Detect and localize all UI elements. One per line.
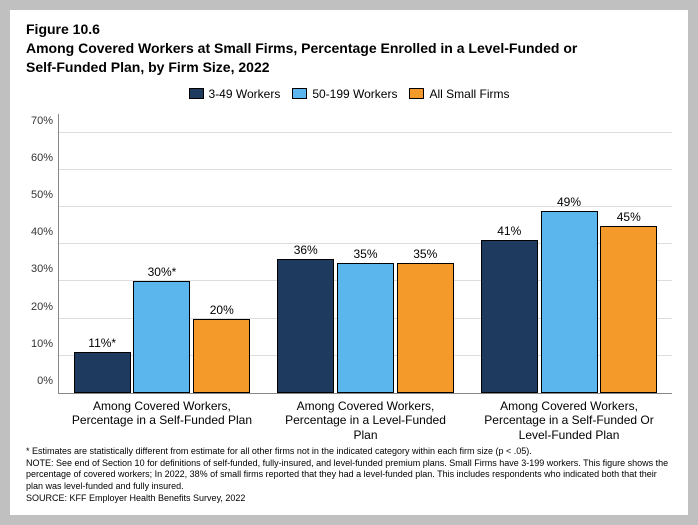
- footnote-line: * Estimates are statistically different …: [26, 446, 676, 457]
- bar-value-label: 35%: [413, 247, 437, 264]
- bar-group: 11%*30%*20%: [70, 114, 254, 393]
- bar-value-label: 41%: [497, 224, 521, 241]
- bar: 11%*: [74, 352, 131, 393]
- footnote-line: NOTE: See end of Section 10 for definiti…: [26, 458, 676, 492]
- y-tick-label: 70%: [31, 115, 59, 127]
- figure-card: Figure 10.6 Among Covered Workers at Sma…: [10, 10, 688, 515]
- legend-label: 50-199 Workers: [312, 87, 397, 101]
- bar: 35%: [337, 263, 394, 393]
- legend-item: All Small Firms: [409, 87, 509, 101]
- legend-swatch: [189, 88, 204, 99]
- title-block: Figure 10.6 Among Covered Workers at Sma…: [26, 20, 666, 77]
- x-category-label: Among Covered Workers,Percentage in a Le…: [274, 393, 458, 442]
- bar-value-label: 11%*: [88, 336, 116, 353]
- bar-value-label: 20%: [210, 303, 234, 320]
- figure-title-line-2: Self-Funded Plan, by Firm Size, 2022: [26, 58, 666, 77]
- bar-group: 36%35%35%: [274, 114, 458, 393]
- y-tick-label: 10%: [31, 338, 59, 350]
- y-tick-label: 50%: [31, 189, 59, 201]
- bar: 35%: [397, 263, 454, 393]
- y-tick-label: 30%: [31, 263, 59, 275]
- bar: 36%: [277, 259, 334, 393]
- legend-label: All Small Firms: [429, 87, 509, 101]
- bar: 45%: [600, 226, 657, 393]
- bar-value-label: 30%*: [148, 265, 177, 282]
- footnotes: * Estimates are statistically different …: [26, 446, 676, 505]
- legend-item: 3-49 Workers: [189, 87, 281, 101]
- bar: 20%: [193, 319, 250, 393]
- figure-title-line-1: Among Covered Workers at Small Firms, Pe…: [26, 39, 666, 58]
- legend: 3-49 Workers 50-199 Workers All Small Firm…: [10, 86, 688, 104]
- y-tick-label: 40%: [31, 226, 59, 238]
- x-category-label: Among Covered Workers,Percentage in a Se…: [70, 393, 254, 428]
- legend-item: 50-199 Workers: [292, 87, 397, 101]
- plot-area: 0%10%20%30%40%50%60%70%11%*30%*20%Among …: [58, 114, 672, 394]
- figure-number: Figure 10.6: [26, 20, 666, 39]
- bar-value-label: 36%: [294, 243, 318, 260]
- legend-swatch: [292, 88, 307, 99]
- bar: 49%: [541, 211, 598, 393]
- legend-swatch: [409, 88, 424, 99]
- y-tick-label: 60%: [31, 152, 59, 164]
- bar-value-label: 35%: [353, 247, 377, 264]
- footnote-line: SOURCE: KFF Employer Health Benefits Sur…: [26, 493, 676, 504]
- bar: 41%: [481, 240, 538, 393]
- y-tick-label: 0%: [37, 375, 59, 387]
- bar: 30%*: [133, 281, 190, 393]
- bar-value-label: 49%: [557, 195, 581, 212]
- legend-label: 3-49 Workers: [209, 87, 281, 101]
- x-category-label: Among Covered Workers,Percentage in a Se…: [477, 393, 661, 442]
- bar-group: 41%49%45%: [477, 114, 661, 393]
- bar-value-label: 45%: [617, 210, 641, 227]
- y-tick-label: 20%: [31, 301, 59, 313]
